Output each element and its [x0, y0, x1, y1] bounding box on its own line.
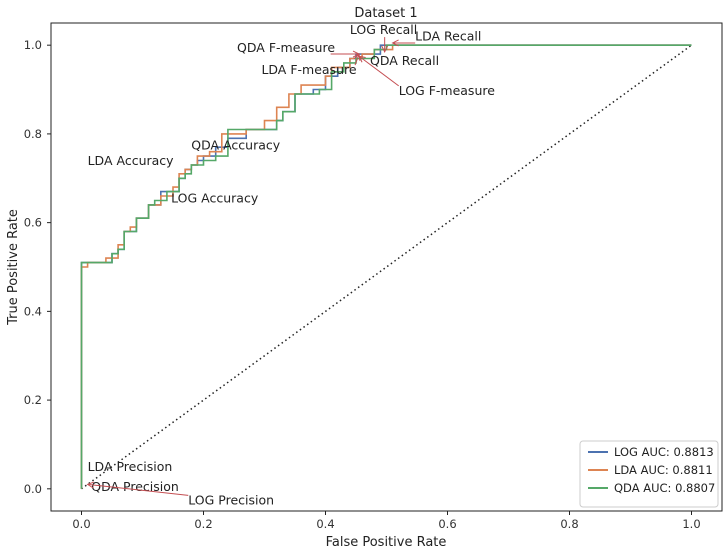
- x-tick-label: 0.8: [560, 517, 578, 531]
- x-tick-label: 0.6: [438, 517, 456, 531]
- x-tick-label: 1.0: [682, 517, 700, 531]
- x-axis-ticks: 0.0 0.2 0.4 0.6 0.8 1.0: [72, 511, 701, 531]
- roc-curve-qda: [80, 44, 692, 489]
- y-tick-label: 1.0: [24, 38, 42, 52]
- legend-box: [579, 440, 719, 508]
- annotation-arrowhead: [358, 55, 366, 63]
- legend-entry: QDA AUC: 0.8807: [614, 481, 715, 495]
- annotation-label: QDA F-measure: [237, 40, 335, 55]
- annotation-label: QDA Precision: [91, 479, 179, 494]
- legend: LOG AUC: 0.8813 LDA AUC: 0.8811 QDA AUC: 0…: [579, 440, 719, 508]
- y-tick-label: 0.2: [24, 393, 42, 407]
- x-tick-label: 0.0: [72, 517, 90, 531]
- legend-entry: LOG AUC: 0.8813: [614, 445, 714, 459]
- legend-entry: LDA AUC: 0.8811: [614, 463, 713, 477]
- x-axis-label: False Positive Rate: [326, 535, 447, 550]
- annotation-label: QDA Accuracy: [191, 137, 280, 152]
- x-tick-label: 0.4: [316, 517, 334, 531]
- y-axis-label: True Positive Rate: [6, 209, 21, 326]
- annotation-label: LDA Recall: [415, 29, 481, 44]
- roc-series-group: [80, 44, 692, 489]
- y-tick-label: 0.0: [24, 482, 42, 496]
- annotation-label: LDA Precision: [88, 459, 173, 474]
- annotation-label: LOG Recall: [350, 22, 417, 37]
- y-tick-label: 0.8: [24, 127, 42, 141]
- annotation-label: LOG Accuracy: [171, 191, 259, 206]
- annotation-arrowhead: [391, 39, 399, 47]
- annotation-label: LDA Accuracy: [88, 153, 175, 168]
- y-tick-label: 0.4: [24, 304, 42, 318]
- annotation-label: QDA Recall: [370, 53, 439, 68]
- annotation-arrowhead: [381, 45, 389, 53]
- y-axis-ticks: 0.0 0.2 0.4 0.6 0.8 1.0: [24, 38, 51, 496]
- x-tick-label: 0.2: [194, 517, 212, 531]
- annotation-arrow: [87, 483, 189, 496]
- annotation-label: LDA F-measure: [261, 62, 356, 77]
- annotation-label: LOG Precision: [188, 492, 274, 507]
- annotation-arrow: [358, 55, 399, 87]
- chart-title: Dataset 1: [354, 6, 417, 21]
- annotation-label: LOG F-measure: [399, 83, 496, 98]
- y-tick-label: 0.6: [24, 216, 42, 230]
- annotation-arrowhead: [86, 481, 95, 489]
- annotation-arrowhead: [353, 53, 361, 61]
